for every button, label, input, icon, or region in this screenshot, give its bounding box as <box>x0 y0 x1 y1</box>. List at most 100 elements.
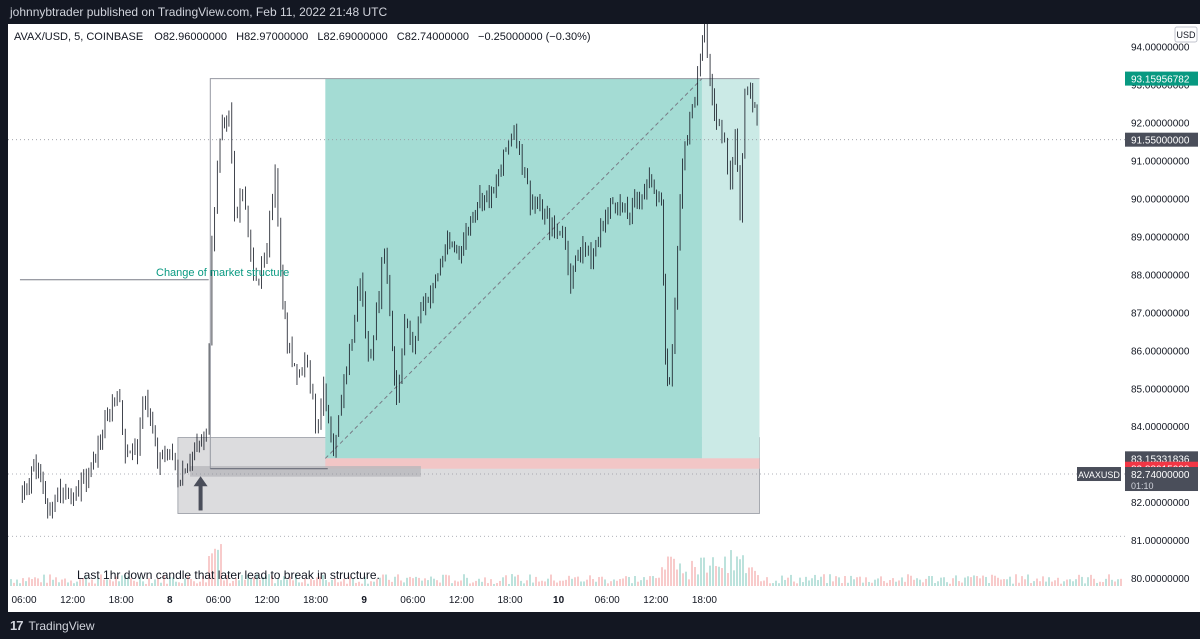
volume-bar <box>796 583 798 586</box>
x-tick-label: 12:00 <box>643 595 668 606</box>
volume-bar <box>619 579 621 586</box>
volume-bar <box>580 581 582 586</box>
y-tick-label: 80.00000000 <box>1131 574 1190 585</box>
volume-bar <box>466 577 468 586</box>
volume-bar <box>775 580 777 586</box>
volume-bar <box>358 581 360 586</box>
entry-price-badge: 83.15331836 <box>1131 454 1190 465</box>
x-tick-label: 06:00 <box>11 595 36 606</box>
volume-bar <box>109 579 111 586</box>
volume-bar <box>43 574 45 586</box>
volume-bar <box>463 574 465 586</box>
volume-bar <box>874 579 876 586</box>
volume-bar <box>1042 576 1044 586</box>
price-axis[interactable] <box>1125 24 1200 588</box>
volume-bar <box>61 579 63 586</box>
volume-bar <box>631 583 633 586</box>
volume-bar <box>103 579 105 586</box>
volume-bar <box>367 583 369 586</box>
volume-bar <box>985 576 987 586</box>
volume-bar <box>967 576 969 586</box>
volume-bar <box>1048 577 1050 586</box>
volume-bar <box>118 581 120 586</box>
volume-bar <box>217 549 219 586</box>
volume-bar <box>616 580 618 586</box>
volume-bar <box>205 582 207 586</box>
volume-bar <box>1012 583 1014 586</box>
legend-symbol: AVAX/USD, 5, COINBASE <box>14 31 143 43</box>
volume-bar <box>670 556 672 586</box>
tradingview-brand[interactable]: 17 TradingView <box>10 618 95 633</box>
volume-bar <box>865 577 867 586</box>
volume-bar <box>1090 574 1092 586</box>
volume-bar <box>259 579 261 586</box>
volume-bar <box>634 576 636 586</box>
volume-bar <box>331 579 333 586</box>
volume-bar <box>1027 574 1029 586</box>
volume-bar <box>598 577 600 586</box>
volume-bar <box>919 579 921 586</box>
volume-bar <box>754 570 756 586</box>
volume-bar <box>949 583 951 586</box>
legend-h-value: 82.97000000 <box>244 31 308 43</box>
volume-bar <box>1054 580 1056 586</box>
volume-bar <box>976 576 978 586</box>
volume-bar <box>415 576 417 586</box>
volume-bar <box>10 579 12 586</box>
volume-bar <box>931 576 933 586</box>
volume-bar <box>100 574 102 586</box>
volume-bar <box>457 581 459 586</box>
x-tick-label: 06:00 <box>206 595 231 606</box>
volume-bar <box>766 577 768 586</box>
volume-bar <box>808 580 810 586</box>
volume-bar <box>76 581 78 586</box>
y-tick-label: 89.00000000 <box>1131 232 1190 243</box>
volume-bar <box>445 574 447 586</box>
volume-bar <box>256 574 258 586</box>
volume-bar <box>202 576 204 586</box>
volume-bar <box>307 583 309 586</box>
volume-bar <box>1000 579 1002 586</box>
volume-bar <box>850 575 852 586</box>
volume-bar <box>691 560 693 586</box>
currency-button[interactable]: USD <box>1174 26 1198 43</box>
volume-bar <box>283 576 285 586</box>
price-badge-9155-bg <box>1125 132 1198 147</box>
volume-bar <box>121 575 123 586</box>
volume-bar <box>748 567 750 586</box>
volume-bar <box>703 557 705 586</box>
volume-bar <box>211 553 213 586</box>
volume-bar <box>514 576 516 586</box>
price-chart[interactable]: Change of market structure Last 1hr down… <box>0 24 1200 612</box>
volume-bar <box>853 579 855 586</box>
volume-bar <box>757 575 759 586</box>
legend-l-value: 82.69000000 <box>323 31 387 43</box>
time-axis[interactable] <box>8 588 1200 612</box>
volume-bar <box>295 574 297 586</box>
volume-bar <box>907 574 909 586</box>
volume-bar <box>232 580 234 586</box>
volume-bar <box>1117 579 1119 586</box>
volume-bar <box>556 582 558 586</box>
x-tick-label: 06:00 <box>400 595 425 606</box>
volume-bar <box>682 573 684 586</box>
y-tick-label: 84.00000000 <box>1131 422 1190 433</box>
volume-bar <box>688 579 690 586</box>
volume-bar <box>889 580 891 586</box>
volume-bar <box>640 580 642 586</box>
volume-bar <box>709 565 711 586</box>
volume-bar <box>397 574 399 586</box>
volume-bar <box>178 582 180 586</box>
volume-bar <box>970 577 972 586</box>
price-badges: 93.1595678291.5500000083.1533183682.8801… <box>1077 71 1198 492</box>
volume-bar <box>94 583 96 586</box>
volume-bar <box>493 583 495 586</box>
volume-bar <box>175 581 177 586</box>
volume-bar <box>64 578 66 586</box>
y-tick-label: 91.00000000 <box>1131 157 1190 168</box>
volume-bar <box>628 576 630 586</box>
volume-bar <box>403 582 405 586</box>
volume-bar <box>829 574 831 586</box>
ohlc-legend: AVAX/USD, 5, COINBASE O82.96000000 H82.9… <box>14 31 591 43</box>
volume-bar <box>871 582 873 586</box>
